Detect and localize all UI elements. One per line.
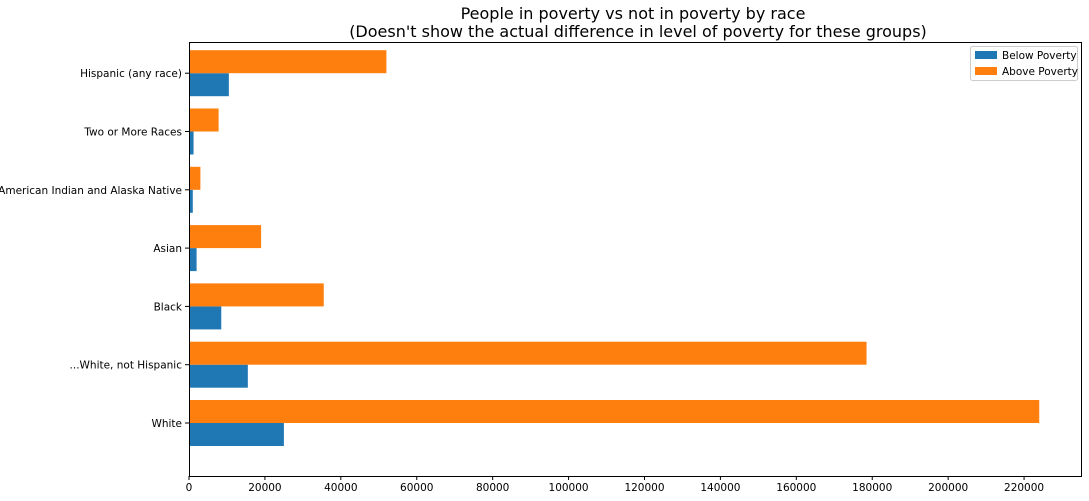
x-tick-label: 220000: [1004, 482, 1044, 494]
bar-below-poverty-american-indian-and-alaska-native: [189, 189, 193, 213]
y-tick-label: Hispanic (any race): [80, 68, 182, 80]
x-tick-label: 100000: [549, 482, 589, 494]
chart-title: People in poverty vs not in poverty by r…: [461, 4, 806, 23]
bar-below-poverty-asian: [189, 248, 197, 272]
bar-above-poverty-asian: [189, 225, 262, 249]
legend-swatch-above-poverty: [975, 67, 997, 75]
bar-below-poverty-black: [189, 306, 222, 330]
x-tick-label: 80000: [476, 482, 509, 494]
bar-below-poverty-two-or-more-races: [189, 131, 194, 155]
bar-above-poverty-black: [189, 283, 324, 307]
bar-above-poverty-american-indian-and-alaska-native: [189, 166, 201, 190]
y-tick-label: Two or More Races: [83, 127, 182, 139]
bar-above-poverty-hispanic-any-race: [189, 50, 387, 74]
legend-label-below-poverty: Below Poverty: [1002, 50, 1077, 62]
x-tick-label: 40000: [324, 482, 357, 494]
legend: Below Poverty Above Poverty: [970, 46, 1078, 81]
bar-below-poverty-white: [189, 423, 284, 446]
y-axis: White ...White, not Hispanic Black Asian Ame…: [0, 68, 189, 430]
x-tick-label: 200000: [928, 482, 968, 494]
x-tick-label: 0: [186, 482, 193, 494]
x-tick-label: 140000: [700, 482, 740, 494]
x-tick-label: 20000: [248, 482, 281, 494]
bar-above-poverty-white-not-hispanic: [189, 341, 867, 365]
chart-subtitle: (Doesn't show the actual difference in l…: [349, 22, 927, 41]
legend-swatch-below-poverty: [975, 51, 997, 59]
x-axis: 0 20000 40000 60000 80000 100000 120000 140000 1…: [186, 476, 1044, 494]
bar-above-poverty-two-or-more-races: [189, 108, 219, 132]
bar-above-poverty-white: [189, 400, 1040, 423]
bar-below-poverty-hispanic-any-race: [189, 73, 229, 97]
legend-label-above-poverty: Above Poverty: [1002, 66, 1078, 78]
x-tick-label: 60000: [400, 482, 433, 494]
y-tick-label: American Indian and Alaska Native: [0, 185, 182, 197]
bar-below-poverty-white-not-hispanic: [189, 364, 248, 388]
y-tick-label: ...White, not Hispanic: [70, 360, 183, 372]
x-tick-label: 180000: [852, 482, 892, 494]
y-tick-label: White: [151, 418, 182, 430]
x-tick-label: 160000: [776, 482, 816, 494]
y-tick-label: Black: [154, 301, 183, 313]
x-tick-label: 120000: [624, 482, 664, 494]
y-tick-label: Asian: [153, 243, 182, 255]
legend-box: [970, 46, 1078, 81]
bars-layer: [189, 50, 1040, 446]
plot-frame: [189, 42, 1082, 477]
